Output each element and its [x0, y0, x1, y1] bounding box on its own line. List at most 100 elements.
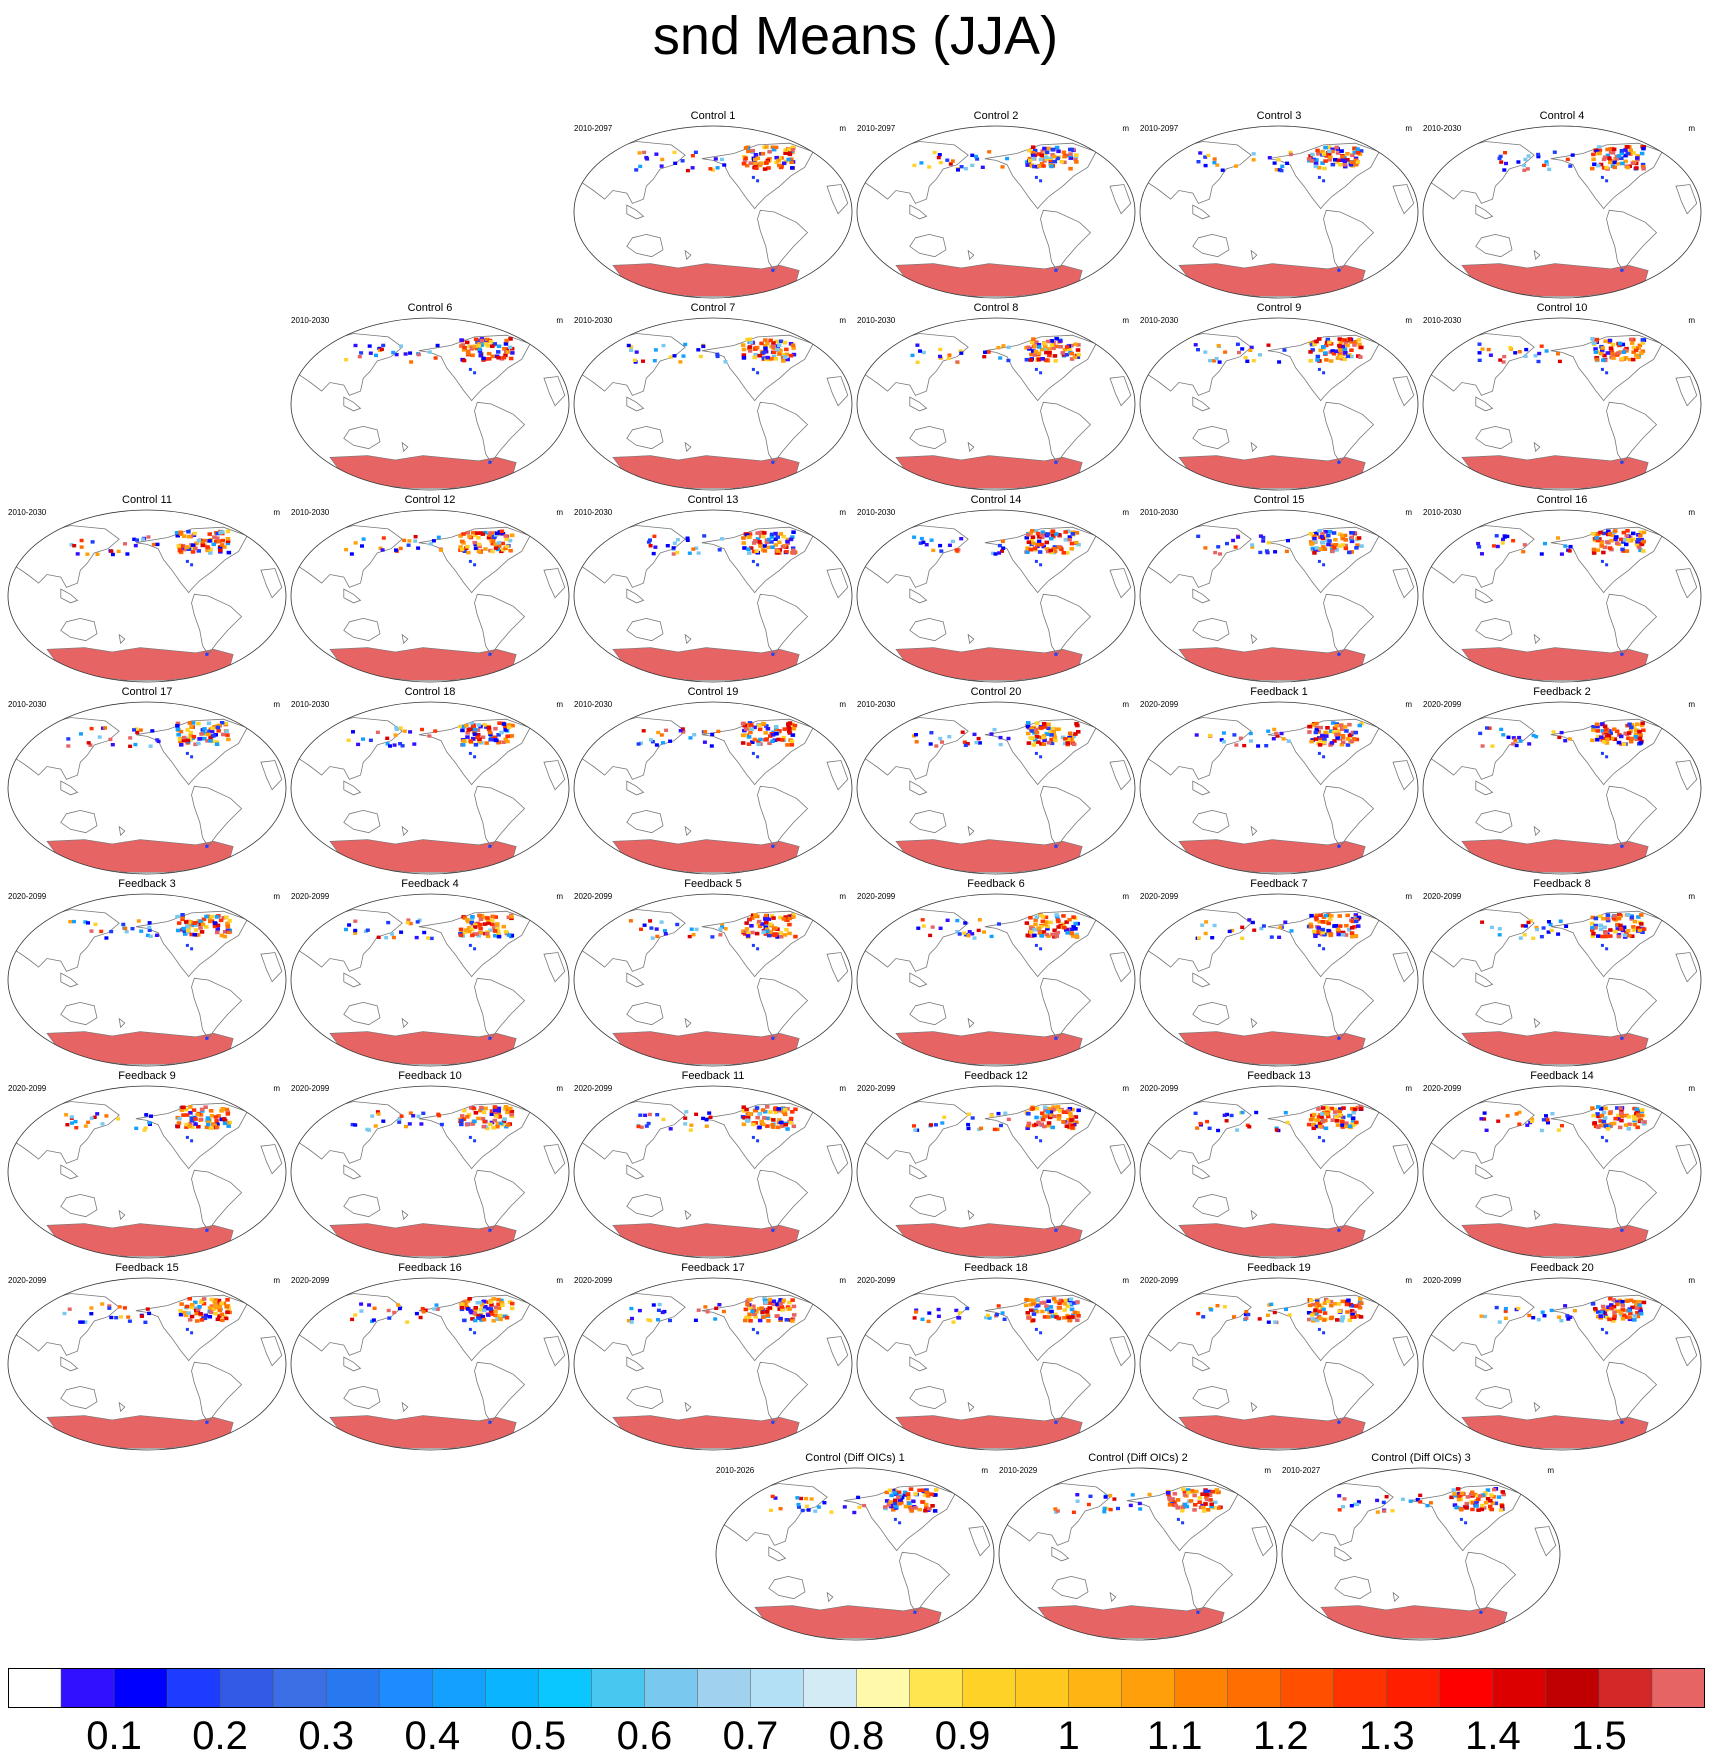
- snow-cell: [1046, 726, 1051, 731]
- snow-cell: [1049, 339, 1054, 343]
- panel-units: m: [1688, 316, 1695, 325]
- snow-cell: [419, 1122, 424, 1126]
- snow-cell: [1219, 738, 1224, 742]
- snow-cell: [783, 151, 788, 155]
- snow-cell: [758, 737, 763, 742]
- snow-cell: [469, 721, 475, 726]
- snow-cell: [479, 343, 484, 347]
- coastline-samerica: [1323, 401, 1375, 464]
- coastline-samerica: [474, 1169, 526, 1232]
- snow-cell: [1203, 350, 1208, 354]
- panel-title: Feedback 7: [1250, 878, 1308, 890]
- snow-cell: [783, 915, 788, 919]
- snow-cell: [764, 737, 769, 741]
- snow-cell: [1338, 723, 1344, 728]
- snow-cell: [1337, 1109, 1342, 1114]
- snow-cell: [64, 1113, 69, 1117]
- snow-cell: [439, 1122, 444, 1127]
- snow-cell: [747, 1312, 752, 1317]
- snow-cell: [790, 145, 795, 150]
- colorbar-box: [1015, 1668, 1070, 1708]
- map-border: [573, 1085, 853, 1259]
- snow-cell: [1525, 1123, 1530, 1127]
- snow-cell: [1056, 545, 1061, 549]
- snow-cell: [1627, 357, 1633, 362]
- snow-cell: [496, 740, 501, 745]
- antarctica-snow: [329, 839, 517, 873]
- map-panel: Control 17 2010-2030 m: [6, 686, 288, 876]
- snow-cell: [1623, 153, 1628, 158]
- snow-cell: [1641, 1300, 1647, 1305]
- snow-cell: [1352, 925, 1357, 929]
- snow-cell: [717, 548, 722, 552]
- snow-cell: [175, 723, 180, 728]
- snow-cell: [214, 1119, 219, 1123]
- snow-cell: [787, 922, 792, 927]
- coastline-namerica: [701, 526, 814, 594]
- snow-cell: [1205, 1119, 1210, 1124]
- snow-cell: [923, 1493, 928, 1497]
- coastline-seasia: [1475, 588, 1494, 604]
- snow-cell: [180, 917, 185, 922]
- snow-cell: [1036, 1120, 1041, 1125]
- colorbar-tick-label: 0.1: [86, 1714, 142, 1758]
- snow-cell: [1210, 936, 1215, 940]
- snow-cell: [1050, 726, 1056, 731]
- snow-cell: [1317, 1309, 1322, 1314]
- snow-cell: [1040, 535, 1045, 540]
- snow-cell: [1351, 737, 1357, 741]
- panel-period: 2010-2030: [574, 316, 613, 325]
- snow-cell: [220, 538, 225, 543]
- snow-cell: [979, 1126, 984, 1130]
- coastline-africa: [1109, 184, 1132, 215]
- coastline-seasia: [60, 588, 79, 604]
- snow-cell: [1418, 1500, 1423, 1504]
- snow-cell: [490, 344, 495, 348]
- snow-cell: [466, 349, 471, 354]
- snow-cell: [1034, 751, 1038, 755]
- snow-cell: [465, 731, 470, 735]
- snow-cell: [1043, 922, 1048, 927]
- snow-cell: [505, 1107, 511, 1111]
- snow-cell: [1063, 737, 1068, 741]
- snow-cell: [1593, 1307, 1598, 1311]
- coastline-newzealand: [1250, 1209, 1258, 1221]
- snow-cell: [783, 355, 788, 359]
- snow-cell: [420, 1306, 425, 1311]
- snow-cell: [392, 1310, 397, 1315]
- snow-cell: [1049, 536, 1054, 541]
- snow-cell: [1619, 1313, 1624, 1317]
- panel-units: m: [1688, 508, 1695, 517]
- snow-cell: [1517, 1110, 1522, 1114]
- panel-title: Control 11: [122, 494, 172, 506]
- snow-cell: [765, 355, 770, 360]
- snow-cell: [1638, 733, 1643, 737]
- snow-cell: [696, 348, 701, 352]
- snow-cell: [927, 165, 932, 169]
- snow-cell: [1339, 533, 1345, 538]
- snow-cell: [478, 926, 483, 931]
- snow-cell: [959, 165, 964, 169]
- snow-cell: [494, 531, 500, 535]
- snow-cell: [1341, 740, 1346, 744]
- snow-cell: [1597, 148, 1603, 153]
- snow-cell: [73, 1119, 78, 1124]
- snow-cell: [1620, 1299, 1625, 1304]
- snow-cell: [1074, 540, 1079, 545]
- snow-cell: [1231, 538, 1236, 543]
- panel-title: Control 20: [970, 686, 1022, 698]
- panel-units: m: [1688, 124, 1695, 133]
- snow-cell: [1329, 543, 1335, 547]
- snow-cell: [1600, 1327, 1604, 1331]
- map-panel: Control (Diff OICs) 2 2010-2029 m: [997, 1452, 1279, 1642]
- snow-cell: [1203, 1502, 1208, 1506]
- coastline-eurasia: [14, 1293, 120, 1356]
- snow-cell: [1624, 1113, 1629, 1118]
- map-border: [1422, 509, 1702, 683]
- map-border: [1422, 701, 1702, 875]
- snow-cell: [938, 347, 943, 352]
- snow-cell: [1031, 1312, 1037, 1316]
- snow-cell: [1341, 1505, 1345, 1509]
- snow-cell: [708, 1115, 713, 1119]
- snow-cell: [1619, 1114, 1625, 1119]
